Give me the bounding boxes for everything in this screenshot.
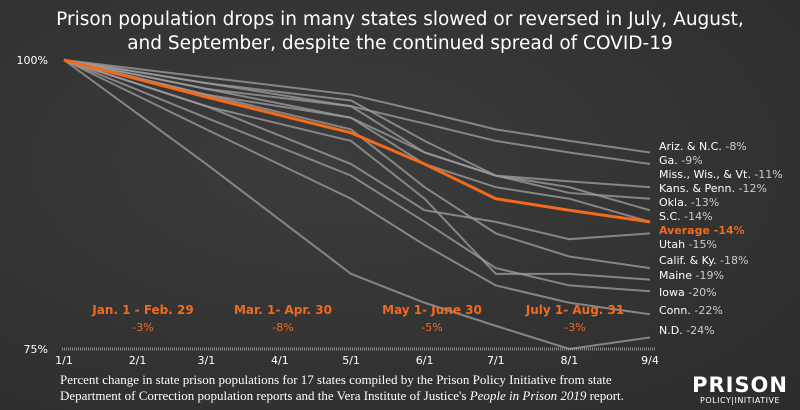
chart-title: Prison population drops in many states s… bbox=[0, 8, 800, 56]
series-label: Kans. & Penn. -12% bbox=[659, 182, 767, 195]
series-label: Iowa -20% bbox=[659, 286, 717, 299]
x-tick-label: 6/1 bbox=[416, 354, 434, 367]
period-change: -3% bbox=[132, 321, 153, 334]
series-label: Maine -19% bbox=[659, 269, 724, 282]
state-line bbox=[63, 59, 651, 281]
period-change: -8% bbox=[272, 321, 293, 334]
state-line bbox=[63, 59, 651, 270]
note-line-1: Percent change in state prison populatio… bbox=[60, 372, 612, 387]
series-label: Okla. -13% bbox=[659, 196, 719, 209]
title-line-2: and September, despite the continued spr… bbox=[127, 33, 673, 54]
note-report-title: People in Prison 2019 bbox=[469, 388, 587, 403]
series-label: S.C. -14% bbox=[659, 210, 713, 223]
series-label: Ariz. & N.C. -8% bbox=[659, 140, 747, 153]
series-label: Ga. -9% bbox=[659, 154, 703, 167]
x-tick-label: 2/1 bbox=[129, 354, 147, 367]
state-line bbox=[63, 59, 651, 241]
x-tick-label: 1/1 bbox=[55, 354, 73, 367]
state-line bbox=[63, 59, 651, 166]
x-tick-label: 9/4 bbox=[641, 354, 659, 367]
title-line-1: Prison population drops in many states s… bbox=[56, 9, 744, 30]
period-label: Jan. 1 - Feb. 29 bbox=[91, 303, 193, 317]
x-tick-label: 7/1 bbox=[487, 354, 505, 367]
note-text: Department of Correction population repo… bbox=[60, 388, 470, 403]
y-tick-label: 75% bbox=[24, 343, 48, 356]
state-line bbox=[63, 59, 651, 293]
series-label: Conn. -22% bbox=[659, 304, 723, 317]
state-line bbox=[63, 59, 651, 154]
state-line bbox=[63, 59, 651, 351]
series-label: Miss., Wis., & Vt. -11% bbox=[659, 168, 783, 181]
y-tick-label: 100% bbox=[17, 54, 48, 67]
series-label: Utah -15% bbox=[659, 238, 717, 251]
period-label: May 1- June 30 bbox=[382, 303, 482, 317]
period-change: -5% bbox=[421, 321, 442, 334]
x-tick-label: 4/1 bbox=[271, 354, 289, 367]
state-line bbox=[63, 59, 651, 212]
series-label: N.D. -24% bbox=[659, 324, 715, 337]
prison-policy-initiative-logo: PRISON POLICY|INITIATIVE bbox=[692, 373, 788, 405]
source-note: Percent change in state prison populatio… bbox=[60, 372, 680, 404]
x-tick-label: 5/1 bbox=[342, 354, 360, 367]
x-tick-label: 8/1 bbox=[560, 354, 578, 367]
period-label: July 1- Aug. 31 bbox=[525, 303, 624, 317]
x-tick-label: 3/1 bbox=[197, 354, 215, 367]
note-line-2: Department of Correction population repo… bbox=[60, 388, 680, 404]
state-line bbox=[63, 59, 651, 316]
average-line bbox=[63, 58, 651, 224]
period-label: Mar. 1- Apr. 30 bbox=[234, 303, 332, 317]
series-label: Calif. & Ky. -18% bbox=[659, 254, 748, 267]
period-change: -3% bbox=[564, 321, 585, 334]
note-text: report. bbox=[586, 388, 624, 403]
state-line bbox=[63, 59, 651, 200]
series-label: Average -14% bbox=[659, 224, 745, 237]
